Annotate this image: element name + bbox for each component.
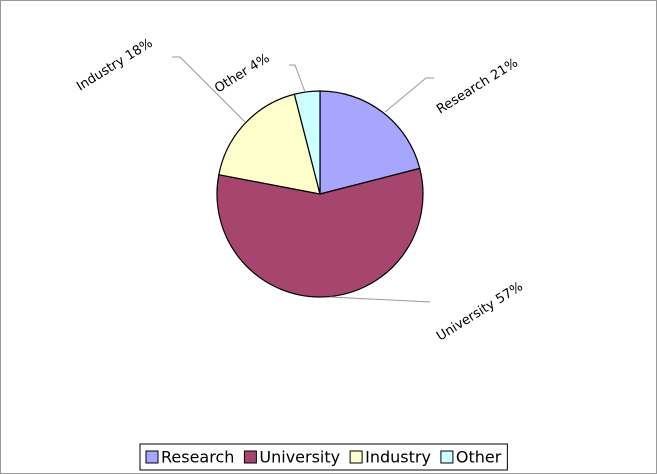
pie-slice [293,90,321,195]
legend-swatch [349,450,363,464]
legend-label: University [259,448,340,467]
pie-slice [216,167,424,298]
leader-line [384,77,434,113]
legend-swatch [243,450,257,464]
legend-label: Other [456,448,502,467]
pie-slice [319,90,421,195]
legend: Research University Industry Other [139,443,508,471]
pie [216,90,424,298]
leader-line [329,296,431,303]
legend-swatch [145,450,159,464]
leader-line [289,64,306,93]
pie-slice [218,93,321,195]
leader-line [172,56,246,123]
legend-label: Industry [365,448,431,467]
legend-swatch [440,450,454,464]
legend-label: Research [161,448,234,467]
